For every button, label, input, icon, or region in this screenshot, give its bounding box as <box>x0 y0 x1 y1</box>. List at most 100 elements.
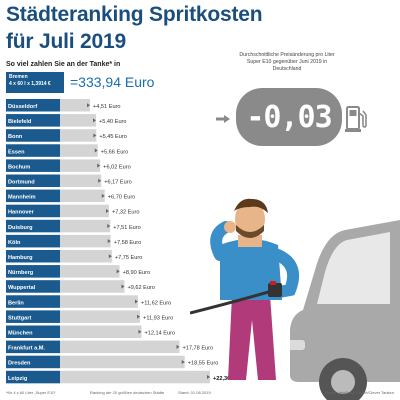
bar-row: Berlin +11,62 Euro <box>6 295 171 308</box>
price-change-value: -0,03 <box>246 99 332 135</box>
bar-label-box <box>6 204 60 218</box>
bar-label-box <box>6 295 60 308</box>
category-label: Duisburg <box>8 225 33 231</box>
bar-marker <box>181 359 185 364</box>
car-illustration <box>285 220 400 400</box>
category-label: Berlin <box>8 300 24 306</box>
bar-marker <box>93 118 97 123</box>
bar-marker <box>138 329 142 334</box>
bar-row: Wuppertal +9,62 Euro <box>6 280 155 293</box>
category-label: Mannheim <box>8 195 36 201</box>
bar-label-box <box>6 129 60 142</box>
bar-row: Hamburg +7,75 Euro <box>6 250 142 263</box>
bar-marker <box>176 344 180 349</box>
bar-row: Köln +7,58 Euro <box>6 234 142 248</box>
bar-label-box <box>6 280 60 293</box>
bremen-formula: 4 x 60 l x 1,3914 € <box>9 81 51 87</box>
bar-marker <box>101 193 105 198</box>
value-label: +5,45 Euro <box>99 134 127 140</box>
bremen-city: Bremen <box>9 74 28 80</box>
bar-label-box <box>6 310 60 323</box>
price-change-display: -0,03 <box>236 88 342 146</box>
page-title: Städteranking Spritkosten <box>6 3 263 26</box>
bar-marker <box>87 103 90 108</box>
bar-marker <box>108 254 112 259</box>
footer-date: Stand: 01.08.2019 <box>178 390 211 395</box>
bar-row: Frankfurt a.M. +17,78 Euro <box>6 340 214 354</box>
subtitle: So viel zahlen Sie an der Tanke* in <box>6 61 121 68</box>
bar-label-box <box>6 219 60 233</box>
bar-marker <box>98 178 102 183</box>
value-label: +6,02 Euro <box>103 164 131 170</box>
bar-marker <box>93 133 97 138</box>
bar-label-box <box>6 174 60 187</box>
category-label: Essen <box>8 149 25 155</box>
value-label: +11,62 Euro <box>141 300 171 306</box>
category-label: Hannover <box>8 210 35 216</box>
bar-marker <box>116 269 120 274</box>
value-label: +5,40 Euro <box>99 119 127 125</box>
value-label: +6,17 Euro <box>104 180 132 186</box>
bar-marker <box>121 284 125 289</box>
bar-marker <box>97 163 101 168</box>
bar-label-box <box>6 370 60 384</box>
bar-label-box <box>6 265 60 278</box>
category-label: München <box>8 331 33 337</box>
category-label: Dortmund <box>8 180 35 186</box>
bar-marker <box>94 148 98 153</box>
category-label: Stuttgart <box>8 315 31 321</box>
bar-marker <box>107 239 111 244</box>
bar-label-box <box>6 340 60 354</box>
bremen-total: =333,94 Euro <box>70 74 155 90</box>
bar-row: Bielefeld +5,40 Euro <box>6 114 127 127</box>
value-label: +7,58 Euro <box>114 240 142 246</box>
category-label: Frankfurt a.M. <box>8 346 45 352</box>
bar-row: Bonn +5,45 Euro <box>6 129 127 142</box>
category-label: Bochum <box>8 164 30 170</box>
category-label: Leipzig <box>8 376 28 382</box>
bar-row: Duisburg +7,51 Euro <box>6 219 141 233</box>
bar-marker <box>207 375 210 380</box>
value-label: +11,93 Euro <box>143 315 173 321</box>
value-label: +9,62 Euro <box>127 285 155 291</box>
footer-note: *für 4 x 60 Liter „Super E10“ <box>6 390 56 395</box>
category-label: Nürnberg <box>8 270 34 276</box>
category-label: Hamburg <box>8 255 33 261</box>
bar-row: Stuttgart +11,93 Euro <box>6 310 173 323</box>
category-label: Dresden <box>8 361 31 367</box>
bar-label-box <box>6 144 60 157</box>
value-label: +12,14 Euro <box>144 331 175 337</box>
category-label: Bielefeld <box>8 119 32 125</box>
bar-row: Dortmund +6,17 Euro <box>6 174 132 187</box>
info-text: Durchschnittliche Preisänderung pro Lite… <box>239 52 335 72</box>
bar-row: München +12,14 Euro <box>6 325 175 338</box>
bar-row: Dresden +18,55 Euro <box>6 355 218 369</box>
value-label: +6,70 Euro <box>108 195 136 201</box>
bar-label-box <box>6 189 60 203</box>
footer-ranking: Ranking der 20 größten deutschen Städte <box>90 390 165 395</box>
value-label: +17,78 Euro <box>183 346 214 352</box>
bar-row: Essen +5,66 Euro <box>6 144 128 157</box>
bar-marker <box>134 299 138 304</box>
bar-label-box <box>6 99 60 112</box>
bar-row: Bochum +6,02 Euro <box>6 159 131 172</box>
bar-marker <box>105 208 109 213</box>
category-label: Bonn <box>8 134 23 140</box>
bar-label-box <box>6 234 60 248</box>
bar-row: Nürnberg +8,90 Euro <box>6 265 150 278</box>
bar-label-box <box>6 355 60 369</box>
bar-marker <box>107 224 111 229</box>
value-label: +4,51 Euro <box>93 104 121 110</box>
bar-label-box <box>6 325 60 338</box>
category-label: Wuppertal <box>8 285 36 291</box>
fuel-pump-icon <box>345 106 367 132</box>
category-label: Düsseldorf <box>8 104 37 110</box>
bremen-box: Bremen 4 x 60 l x 1,3914 € <box>6 72 64 93</box>
bar-label-box <box>6 159 60 172</box>
bar-label-box <box>6 250 60 263</box>
value-label: +8,90 Euro <box>123 270 151 276</box>
category-label: Köln <box>8 240 21 246</box>
bar-row: Düsseldorf +4,51 Euro <box>6 99 121 112</box>
bar-marker <box>137 314 141 319</box>
